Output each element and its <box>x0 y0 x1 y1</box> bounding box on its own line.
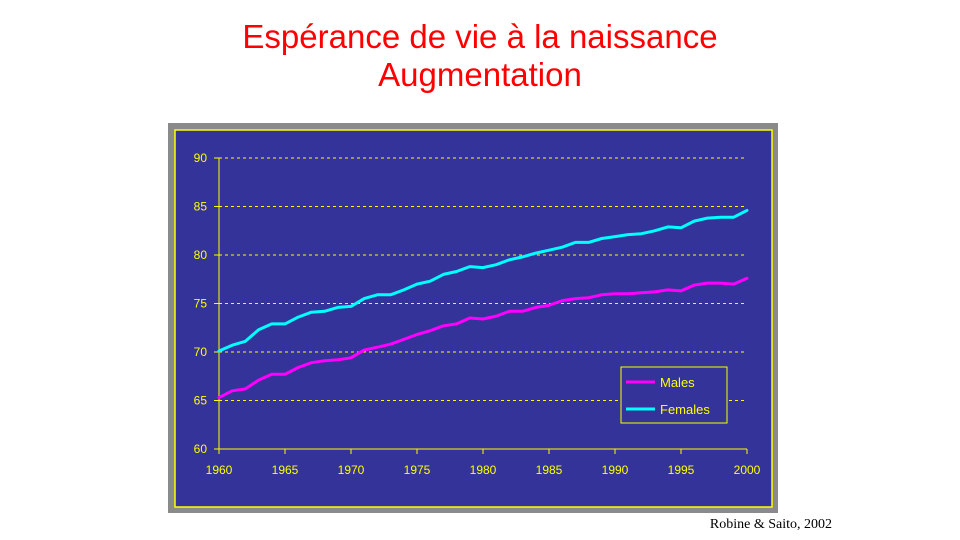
source-citation: Robine & Saito, 2002 <box>709 517 832 532</box>
legend-label-females: Females <box>660 402 710 417</box>
x-tick-label-1975: 1975 <box>404 463 431 477</box>
x-tick-label-1965: 1965 <box>272 463 299 477</box>
slide-title: Espérance de vie à la naissance Augmenta… <box>0 18 960 94</box>
y-tick-label-60: 60 <box>194 442 208 456</box>
y-tick-label-85: 85 <box>194 200 208 214</box>
x-tick-label-2000: 2000 <box>734 463 761 477</box>
life-expectancy-chart: 60 65 70 75 80 85 90 1960 1965 1970 1975 1980 1985 19… <box>174 129 773 508</box>
x-tick-label-1995: 1995 <box>668 463 695 477</box>
x-tick-label-1990: 1990 <box>602 463 629 477</box>
y-tick-label-70: 70 <box>194 345 208 359</box>
x-tick-label-1960: 1960 <box>206 463 233 477</box>
x-tick-label-1980: 1980 <box>470 463 497 477</box>
slide-title-line-1: Espérance de vie à la naissance <box>242 18 718 55</box>
series-line-males <box>217 276 749 400</box>
legend-label-males: Males <box>660 375 695 390</box>
series-line-females <box>217 208 749 353</box>
chart-frame: 60 65 70 75 80 85 90 1960 1965 1970 1975 1980 1985 19… <box>168 123 778 513</box>
x-tick-label-1970: 1970 <box>338 463 365 477</box>
y-tick-label-90: 90 <box>194 151 208 165</box>
y-tick-label-80: 80 <box>194 248 208 262</box>
legend-box <box>620 366 728 424</box>
y-tick-label-75: 75 <box>194 297 208 311</box>
y-tick-label-65: 65 <box>194 394 208 408</box>
slide-title-line-2: Augmentation <box>378 56 582 93</box>
x-tick-label-1985: 1985 <box>536 463 563 477</box>
